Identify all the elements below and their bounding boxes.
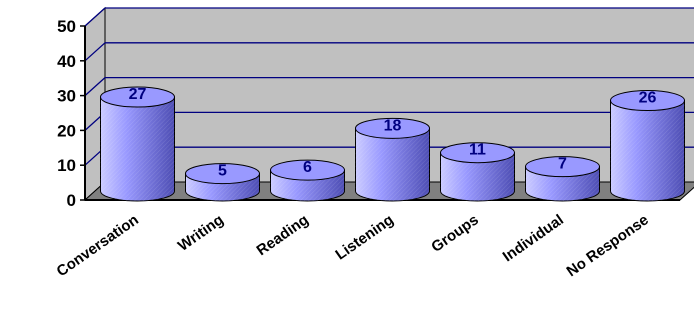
data-label: 6 — [303, 159, 312, 176]
data-label: 27 — [129, 86, 147, 103]
bar — [100, 86, 175, 202]
data-label: 11 — [469, 142, 486, 159]
bar-top — [100, 86, 175, 108]
bar-texture — [440, 152, 515, 201]
x-tick-label: No Response — [564, 211, 652, 280]
data-labels: 27 5 6 18 11 7 26 — [129, 86, 657, 180]
bar — [610, 90, 685, 202]
bar-texture — [610, 100, 685, 201]
x-tick-label: Reading — [254, 211, 312, 259]
y-tick-label: 30 — [57, 87, 76, 106]
bars — [100, 86, 685, 202]
data-label: 5 — [218, 163, 227, 180]
data-label: 18 — [384, 117, 402, 134]
gridline-side — [84, 77, 106, 97]
y-tick-label: 50 — [57, 17, 76, 36]
data-label: 7 — [558, 156, 567, 173]
y-tick-label: 10 — [57, 156, 76, 175]
y-tick-labels: 0 10 20 30 40 50 — [57, 17, 76, 210]
x-tick-label: Groups — [428, 211, 481, 256]
bar — [525, 156, 600, 202]
bar — [355, 117, 430, 202]
x-tick-label: Conversation — [54, 211, 142, 280]
bar-top — [270, 159, 345, 181]
bar-top — [440, 142, 515, 164]
x-tick-label: Listening — [332, 211, 396, 263]
bar — [440, 142, 515, 202]
gridline-side — [84, 42, 106, 62]
y-tick-label: 40 — [57, 52, 76, 71]
data-label: 26 — [639, 90, 657, 107]
x-tick-label: Writing — [175, 211, 227, 254]
bar — [270, 159, 345, 202]
bar-top — [525, 156, 600, 178]
y-tick-label: 0 — [67, 191, 76, 210]
y-tick-label: 20 — [57, 121, 76, 140]
bar-top — [610, 90, 685, 112]
bar-texture — [100, 97, 175, 201]
gridline-side — [84, 7, 106, 27]
bar-top — [185, 163, 260, 185]
bar-texture — [355, 128, 430, 201]
x-tick-labels: Conversation Writing Reading Listening Group… — [54, 211, 652, 280]
bar — [185, 163, 260, 202]
x-tick-label: Individual — [500, 211, 567, 265]
bar-top — [355, 117, 430, 139]
